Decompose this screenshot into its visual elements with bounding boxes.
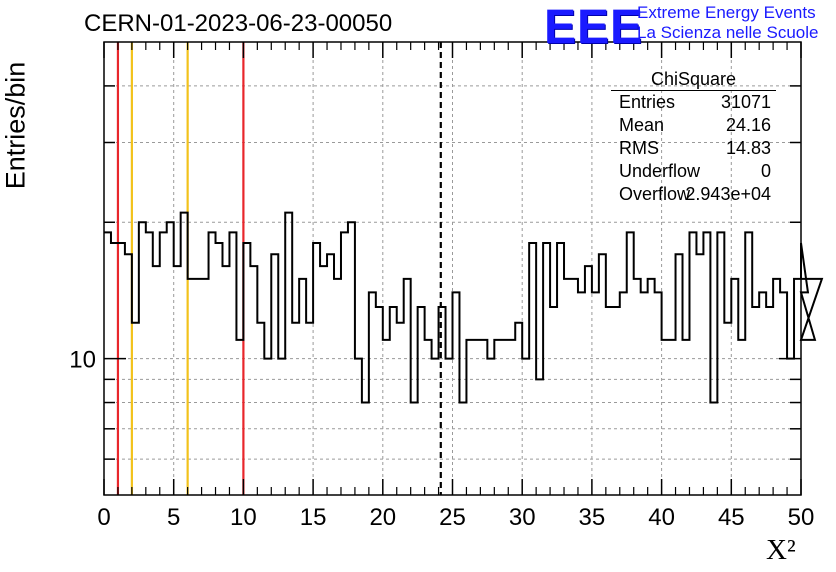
y-axis-label: Entries/bin	[0, 61, 31, 190]
stats-row-rms: RMS 14.83	[611, 137, 776, 160]
x-tick-label: 20	[369, 504, 396, 531]
stats-title: ChiSquare	[611, 68, 776, 91]
stats-row-overflow: Overflow 2.943e+04	[611, 183, 776, 206]
stats-value: 2.943e+04	[685, 184, 771, 204]
logo-text-line1: Extreme Energy Events	[637, 3, 816, 22]
x-axis-label: X²	[766, 534, 796, 566]
x-tick-label: 5	[167, 504, 180, 531]
stats-row-mean: Mean 24.16	[611, 114, 776, 137]
axis-ticks	[103, 42, 802, 495]
x-tick-label: 50	[788, 504, 815, 531]
x-tick-label: 15	[300, 504, 327, 531]
stats-row-entries: Entries 31071	[611, 91, 776, 114]
x-tick-label: 25	[439, 504, 466, 531]
stats-value: 14.83	[725, 138, 771, 158]
x-tick-label: 35	[579, 504, 606, 531]
stats-key: Entries	[619, 92, 676, 112]
stats-value: 31071	[720, 92, 771, 112]
x-tick-label: 30	[509, 504, 536, 531]
chart-title: CERN-01-2023-06-23-00050	[84, 10, 393, 37]
stats-key: Overflow	[619, 184, 691, 204]
eee-logo-mark: EEE	[544, 1, 644, 54]
stats-value: 24.16	[725, 115, 771, 135]
x-tick-label: 10	[230, 504, 257, 531]
x-tick-label: 45	[718, 504, 745, 531]
stats-key: Mean	[619, 115, 665, 135]
axis-tick-labels: 0 5 10 15 20 25 30 35 40 45 50 10	[69, 347, 814, 531]
logo-text-line2: La Scienza nelle Scuole	[637, 23, 819, 42]
stats-value: 0	[760, 161, 771, 181]
stats-key: Underflow	[619, 161, 701, 181]
y-tick-label: 10	[69, 347, 96, 374]
reference-lines	[116, 42, 442, 495]
histogram-line	[104, 211, 824, 404]
stats-box: ChiSquare Entries 31071 Mean 24.16 RMS 1…	[611, 68, 776, 206]
stats-row-underflow: Underflow 0	[611, 160, 776, 183]
x-tick-label: 40	[648, 504, 675, 531]
stats-key: RMS	[619, 138, 659, 158]
x-tick-label: 0	[97, 504, 110, 531]
